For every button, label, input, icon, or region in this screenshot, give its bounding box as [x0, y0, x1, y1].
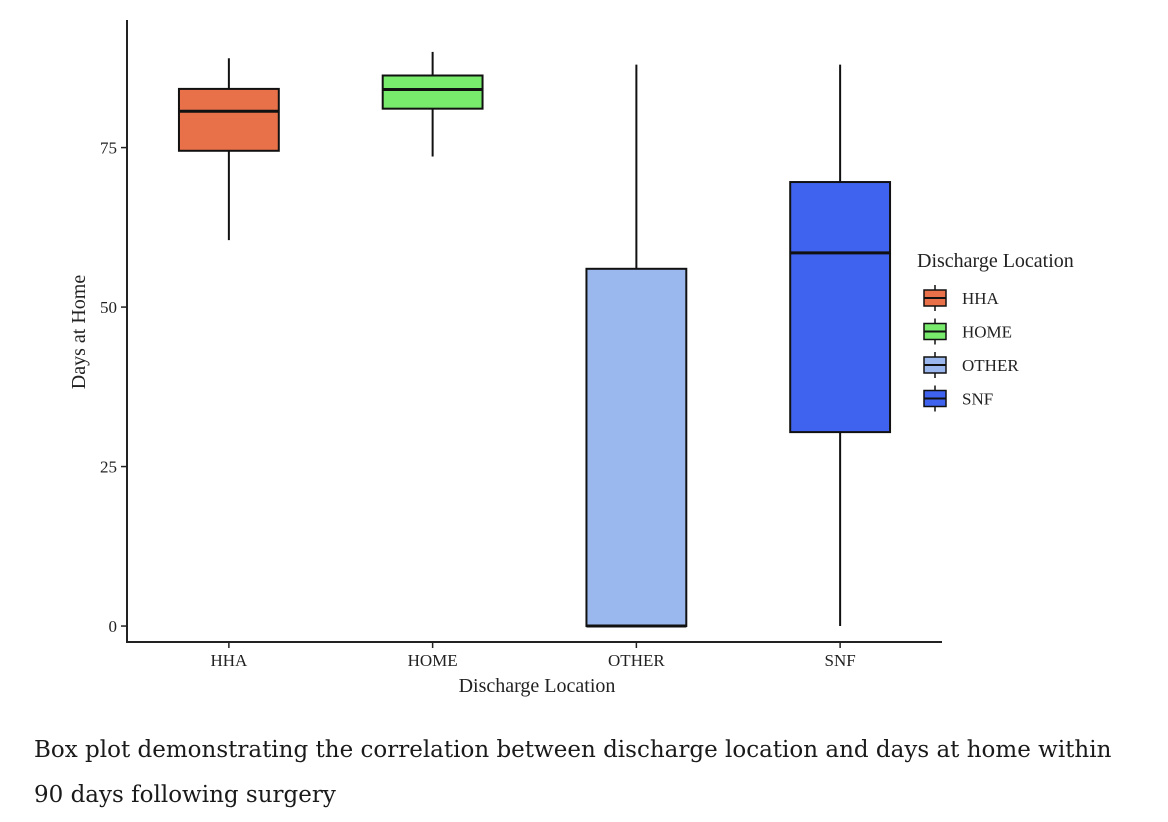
x-axis-title: Discharge Location: [459, 675, 616, 697]
y-tick-label: 75: [100, 139, 117, 158]
x-tick-label: HHA: [210, 651, 248, 670]
x-ticks: HHA HOME OTHER SNF: [210, 642, 856, 670]
legend-item-label: OTHER: [962, 356, 1019, 375]
iqr-box: [789, 181, 892, 434]
x-tick-label: HOME: [408, 651, 458, 670]
legend-item-home: HOME: [923, 318, 1012, 345]
box-plot: 0 25 50 75 HHA HOME OTHER SNF Discharge Locati…: [68, 20, 1074, 697]
y-tick-label: 0: [109, 617, 118, 636]
x-tick-label: OTHER: [608, 651, 665, 670]
box-snf: [789, 64, 892, 627]
axes: [126, 20, 942, 643]
legend-item-other: OTHER: [923, 352, 1019, 378]
legend-item-snf: SNF: [923, 385, 993, 412]
figure-caption: Box plot demonstrating the correlation b…: [34, 737, 1112, 808]
box-hha: [177, 58, 280, 241]
boxes: [177, 51, 892, 628]
iqr-box: [381, 74, 484, 110]
y-tick-label: 50: [100, 298, 117, 317]
legend-items: HHA HOME OTHER SNF: [923, 285, 1019, 412]
y-tick-label: 25: [100, 458, 117, 477]
box-home: [381, 51, 484, 157]
legend-title: Discharge Location: [917, 250, 1074, 272]
legend-item-label: HHA: [962, 289, 1000, 308]
legend: Discharge Location HHA HOME OTHER SNF: [917, 250, 1074, 412]
y-ticks: 0 25 50 75: [100, 139, 127, 636]
x-tick-label: SNF: [825, 651, 856, 670]
legend-item-hha: HHA: [923, 285, 1000, 311]
iqr-box: [585, 267, 688, 628]
y-axis-title: Days at Home: [68, 275, 90, 390]
chart-area: 0 25 50 75 HHA HOME OTHER SNF Discharge Locati…: [68, 20, 1074, 697]
legend-item-label: SNF: [962, 390, 993, 409]
legend-item-label: HOME: [962, 323, 1012, 342]
iqr-box: [177, 87, 280, 152]
box-other: [585, 64, 688, 628]
